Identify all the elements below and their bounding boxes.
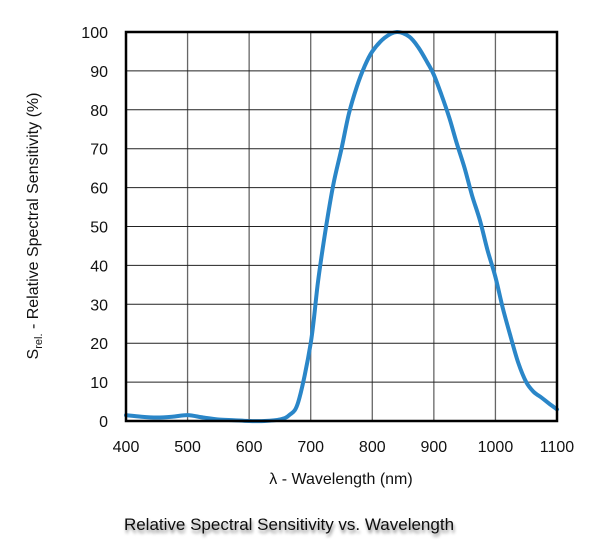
x-tick-labels: 400 500 600 700 800 900 1000 1100	[113, 439, 575, 456]
x-tick-label: 800	[359, 439, 386, 456]
y-tick-label: 80	[90, 103, 108, 120]
y-tick-label: 30	[90, 297, 108, 314]
plot-frame	[124, 30, 559, 423]
y-tick-label: 0	[99, 414, 108, 431]
x-tick-label: 1100	[540, 439, 575, 456]
x-tick-label: 400	[113, 439, 140, 456]
x-tick-label: 500	[174, 439, 201, 456]
y-tick-label: 60	[90, 181, 108, 198]
x-axis-label: λ - Wavelength (nm)	[269, 471, 412, 488]
y-tick-labels: 0 10 20 30 40 50 60 70 80 90 100	[81, 25, 108, 431]
y-tick-label: 50	[90, 220, 108, 237]
y-tick-label: 10	[90, 375, 108, 392]
y-tick-label: 70	[90, 142, 108, 159]
y-axis-label: Srel. - Relative Spectral Sensitivity (%…	[25, 93, 45, 360]
chart-title: Relative Spectral Sensitivity vs. Wavele…	[124, 515, 454, 534]
x-tick-label: 700	[297, 439, 324, 456]
x-tick-label: 600	[236, 439, 263, 456]
x-tick-label: 1000	[478, 439, 514, 456]
y-tick-label: 90	[90, 64, 108, 81]
y-tick-label: 40	[90, 258, 108, 275]
y-tick-label: 20	[90, 336, 108, 353]
x-tick-label: 900	[421, 439, 448, 456]
y-tick-label: 100	[81, 25, 108, 42]
grid	[125, 31, 558, 422]
